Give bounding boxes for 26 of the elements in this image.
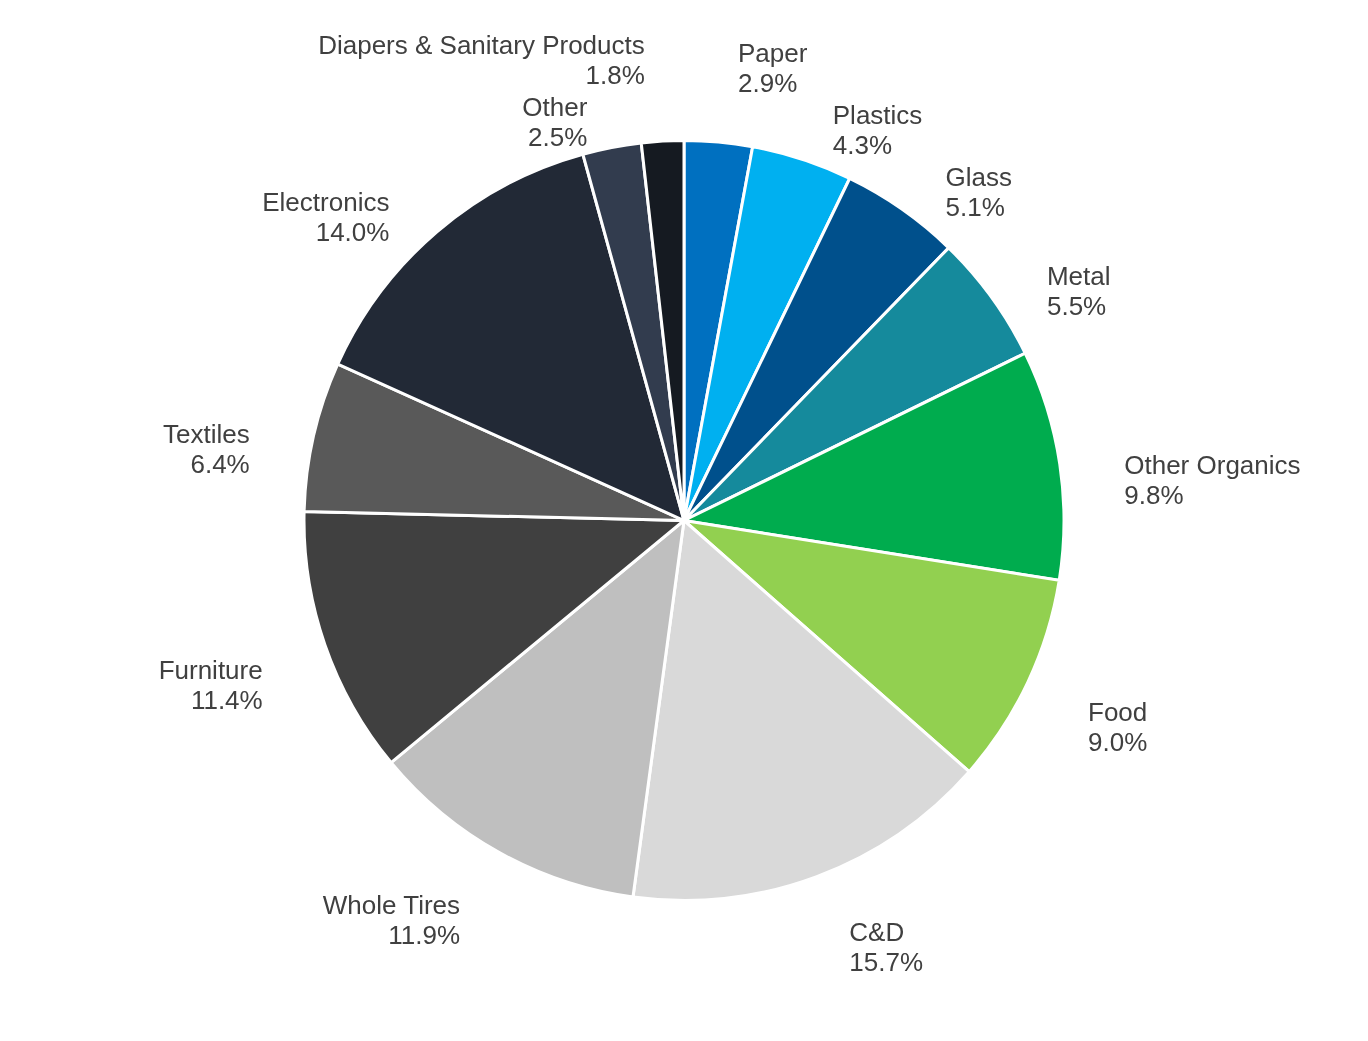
data-label: 1.8% [585, 59, 645, 90]
data-label: 9.8% [1124, 480, 1184, 511]
data-label: 2.9% [738, 67, 798, 98]
slice-label: Other [522, 91, 588, 122]
slice-label: Diapers & Sanitary Products [318, 29, 645, 60]
data-label: 6.4% [190, 448, 250, 479]
slice-label: Furniture [158, 654, 263, 685]
data-label: 5.5% [1046, 291, 1107, 322]
slice-label: C&D [849, 916, 905, 947]
data-label: 2.5% [528, 121, 588, 152]
slice-label: Plastics [832, 99, 923, 130]
data-label: 11.9% [388, 919, 461, 950]
data-label: 9.0% [1088, 727, 1148, 758]
data-label: 14.0% [315, 217, 390, 248]
slice-label: Glass [945, 161, 1013, 192]
data-label: 4.3% [832, 129, 893, 160]
slice-label: Other Organics [1124, 450, 1301, 481]
slice-label: Electronics [262, 187, 390, 218]
slice-label: Paper [738, 37, 808, 68]
data-label: 11.4% [190, 684, 263, 715]
data-label: 5.1% [945, 191, 1005, 222]
slice-label: Metal [1046, 261, 1111, 292]
slice-label: Whole Tires [322, 889, 461, 920]
slice-label: Textiles [163, 418, 250, 449]
data-label: 15.7% [849, 946, 924, 977]
slice-label: Food [1088, 697, 1148, 728]
